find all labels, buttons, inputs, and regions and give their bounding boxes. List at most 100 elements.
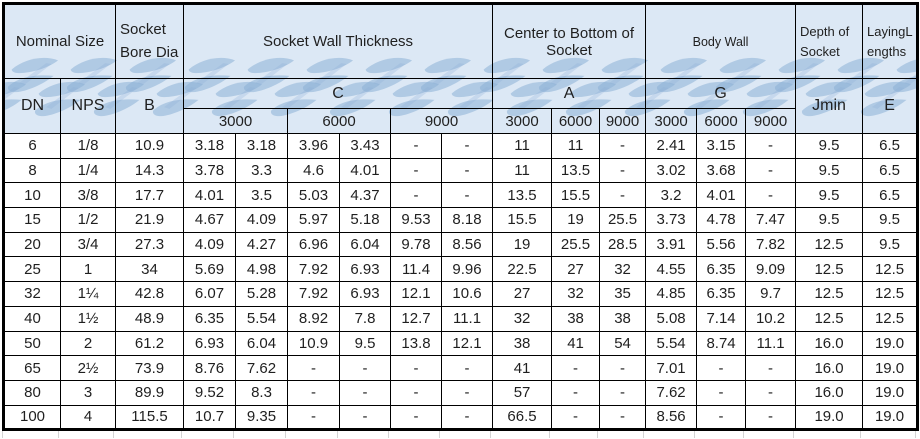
table-cell: 6.35: [696, 256, 747, 283]
table-cell: -: [339, 355, 391, 381]
table-cell: 6.35: [696, 281, 747, 307]
table-cell: 115.5: [115, 404, 184, 431]
table-cell: 4.6: [287, 157, 340, 184]
header-e: E: [862, 78, 919, 134]
table-cell: 11: [551, 133, 601, 159]
header-b: B: [115, 78, 184, 134]
table-cell: 15: [3, 207, 61, 233]
table-cell: 11: [492, 133, 553, 159]
table-cell: 1/2: [60, 207, 116, 233]
table-cell: 4.01: [696, 182, 747, 209]
gridline-stub: [389, 431, 440, 439]
table-cell: 4.98: [235, 256, 288, 283]
table-cell: 6.5: [862, 157, 919, 184]
table-cell: 6.93: [183, 330, 236, 357]
table-cell: 10.9: [115, 133, 184, 159]
table-cell: 54: [599, 330, 647, 357]
table-cell: -: [551, 379, 601, 406]
table-cell: 9.5: [862, 207, 919, 233]
table-cell: 9.96: [440, 256, 494, 283]
table-cell: 89.9: [115, 379, 184, 406]
table-cell: 25.5: [599, 207, 647, 233]
table-cell: 15.5: [551, 182, 601, 209]
table-cell: 12.5: [795, 281, 864, 307]
header-g: G: [645, 78, 797, 109]
table-cell: 15.5: [492, 207, 553, 233]
table-cell: 100: [3, 404, 61, 431]
table-row: 50 2 61.2 6.93 6.04 10.9 9.5 13.8 12.1 38 41 54 5.54…: [3, 330, 919, 357]
table-cell: 6.5: [862, 182, 919, 209]
table-cell: 19.0: [862, 355, 919, 381]
table-cell: 9.53: [390, 207, 442, 233]
table-cell: 3.96: [287, 133, 340, 159]
table-cell: 38: [551, 305, 601, 332]
table-cell: -: [390, 182, 442, 209]
gridline-stub: [744, 431, 794, 439]
table-cell: -: [745, 182, 797, 209]
table-cell: 5.56: [696, 231, 747, 258]
table-cell: -: [390, 133, 442, 159]
spreadsheet-gridline-stubs: [2, 431, 917, 439]
table-cell: 27: [492, 281, 553, 307]
table-cell: 4.27: [235, 231, 288, 258]
table-cell: 4.01: [339, 157, 391, 184]
table-cell: -: [599, 379, 647, 406]
table-cell: 12.5: [862, 281, 919, 307]
header-a-3000: 3000: [492, 108, 553, 134]
table-cell: 21.9: [115, 207, 184, 233]
table-cell: 9.5: [795, 133, 864, 159]
header-jmin: Jmin: [795, 78, 864, 134]
table-cell: 13.8: [390, 330, 442, 357]
table-cell: 9.52: [183, 379, 236, 406]
table-cell: 16.0: [795, 330, 864, 357]
table-cell: 9.09: [745, 256, 797, 283]
table-row: 20 3/4 27.3 4.09 4.27 6.96 6.04 9.78 8.56 19 25.5 2…: [3, 231, 919, 258]
table-cell: 10.9: [287, 330, 340, 357]
table-cell: 4.85: [645, 281, 698, 307]
table-cell: 12.1: [440, 330, 494, 357]
table-cell: 9.5: [795, 207, 864, 233]
table-cell: -: [339, 404, 391, 431]
table-cell: 3: [60, 379, 116, 406]
table-cell: 5.18: [339, 207, 391, 233]
table-cell: 5.54: [645, 330, 698, 357]
table-cell: -: [390, 379, 442, 406]
header-nominal-size: Nominal Size: [3, 3, 116, 79]
table-cell: 10.6: [440, 281, 494, 307]
table-cell: 8: [3, 157, 61, 184]
table-cell: 1¼: [60, 281, 116, 307]
table-cell: 40: [3, 305, 61, 332]
table-cell: 22.5: [492, 256, 553, 283]
table-cell: 4.01: [183, 182, 236, 209]
table-cell: 3.68: [696, 157, 747, 184]
table-cell: 4.67: [183, 207, 236, 233]
table-cell: -: [599, 182, 647, 209]
table-cell: 4: [60, 404, 116, 431]
table-cell: 73.9: [115, 355, 184, 381]
table-cell: 16.0: [795, 355, 864, 381]
table-cell: 5.28: [235, 281, 288, 307]
table-cell: 3.78: [183, 157, 236, 184]
table-cell: 3/4: [60, 231, 116, 258]
table-cell: 8.18: [440, 207, 494, 233]
table-cell: 6.93: [339, 256, 391, 283]
table-cell: 19.0: [862, 379, 919, 406]
table-cell: 6.04: [235, 330, 288, 357]
table-cell: 12.1: [390, 281, 442, 307]
table-cell: 9.35: [235, 404, 288, 431]
header-nps: NPS: [60, 78, 116, 134]
gridline-stub: [338, 431, 389, 439]
table-cell: -: [390, 157, 442, 184]
table-cell: -: [745, 157, 797, 184]
table-cell: 19.0: [795, 404, 864, 431]
table-header: Nominal Size Socket Bore Dia Socket Wall…: [3, 3, 919, 134]
table-cell: 48.9: [115, 305, 184, 332]
header-c-3000: 3000: [183, 108, 288, 134]
table-cell: -: [440, 157, 494, 184]
table-cell: 10.7: [183, 404, 236, 431]
table-cell: 7.92: [287, 281, 340, 307]
table-cell: 2.41: [645, 133, 698, 159]
table-cell: 14.3: [115, 157, 184, 184]
table-row: 6 1/8 10.9 3.18 3.18 3.96 3.43- -11 11-2.41 3.15-…: [3, 133, 919, 159]
table-cell: 32: [3, 281, 61, 307]
